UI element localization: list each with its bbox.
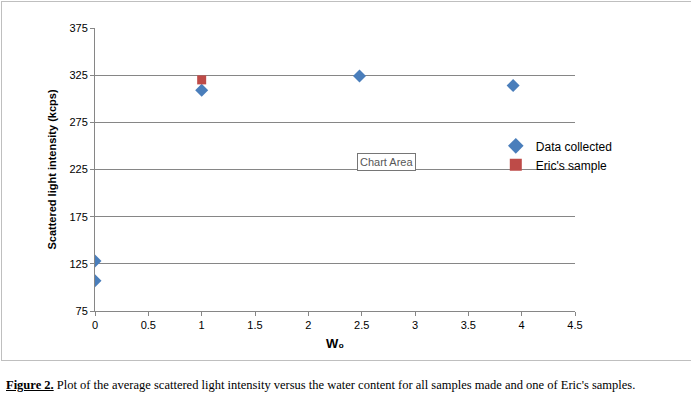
svg-text:2.5: 2.5 <box>354 319 369 331</box>
svg-text:W₀: W₀ <box>326 336 344 351</box>
svg-text:3: 3 <box>412 319 418 331</box>
svg-text:Eric's sample: Eric's sample <box>536 159 607 173</box>
html-text:Figure 2. Plot of the average: Figure 2. Plot of the average scattered … <box>6 378 636 392</box>
svg-text:2: 2 <box>305 319 311 331</box>
svg-text:275: 275 <box>69 116 87 128</box>
svg-text:3.5: 3.5 <box>461 319 476 331</box>
svg-text:325: 325 <box>69 69 87 81</box>
svg-text:Chart Area: Chart Area <box>360 156 413 168</box>
svg-text:Scattered light intensity (kcp: Scattered light intensity (kcps) <box>46 89 58 249</box>
svg-text:4.5: 4.5 <box>567 319 582 331</box>
svg-text:1.5: 1.5 <box>247 319 262 331</box>
svg-text:75: 75 <box>76 305 88 317</box>
svg-text:375: 375 <box>69 22 87 34</box>
svg-text:225: 225 <box>69 163 87 175</box>
svg-text:125: 125 <box>69 258 87 270</box>
svg-text:0.5: 0.5 <box>141 319 156 331</box>
svg-text:175: 175 <box>69 211 87 223</box>
svg-text:Data collected: Data collected <box>536 140 612 154</box>
svg-text:1: 1 <box>199 319 205 331</box>
svg-text:4: 4 <box>519 319 525 331</box>
svg-text:0: 0 <box>92 319 98 331</box>
